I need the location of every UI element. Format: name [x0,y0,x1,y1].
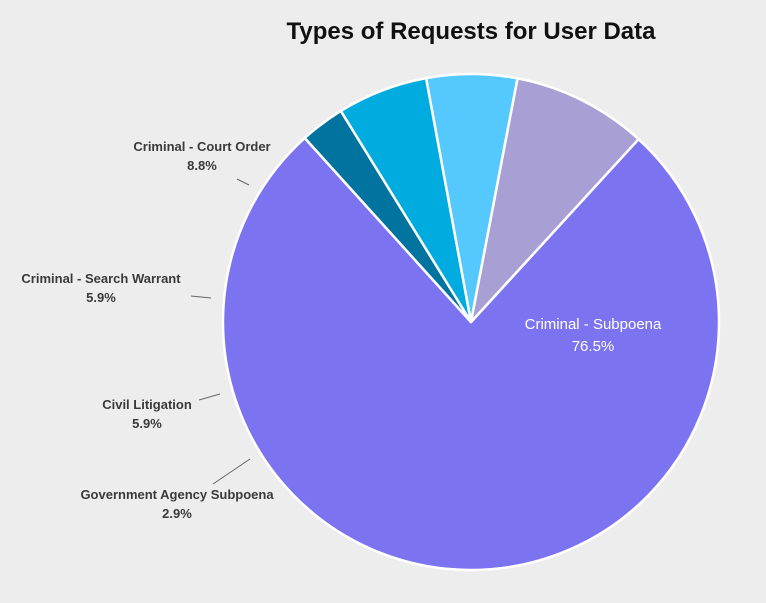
slice-name-criminal-search-warrant: Criminal - Search Warrant [21,271,181,286]
slice-name-civil-litigation: Civil Litigation [102,397,192,412]
leader-line-civil-litigation [198,393,221,401]
slice-value-civil-litigation: 5.9% [132,416,162,431]
slice-name-criminal-court-order: Criminal - Court Order [133,139,270,154]
slice-name-government-agency-subpoena: Government Agency Subpoena [80,487,274,502]
chart-title: Types of Requests for User Data [286,18,656,45]
pie-slice-criminal-subpoena [221,136,721,572]
leader-line-criminal-search-warrant [190,295,212,299]
slice-labels: Criminal - Subpoena 76.5% Government Agenc… [21,139,662,521]
slice-name-criminal-subpoena: Criminal - Subpoena [525,316,662,333]
leader-line-criminal-court-order [236,178,250,186]
leader-lines [190,178,251,485]
slice-value-criminal-search-warrant: 5.9% [86,290,116,305]
slice-label-civil-litigation: Civil Litigation 5.9% [102,397,192,431]
slice-label-criminal-subpoena: Criminal - Subpoena 76.5% [525,316,662,355]
pie-slice-criminal-court-order [469,77,640,324]
leader-line-government-agency-subpoena [212,458,251,485]
slice-value-criminal-subpoena: 76.5% [572,338,615,355]
slice-value-criminal-court-order: 8.8% [187,158,217,173]
slice-label-criminal-search-warrant: Criminal - Search Warrant 5.9% [21,271,181,305]
pie-slices [221,72,721,572]
slice-label-criminal-court-order: Criminal - Court Order 8.8% [133,139,270,173]
slice-value-government-agency-subpoena: 2.9% [162,506,192,521]
slice-label-government-agency-subpoena: Government Agency Subpoena 2.9% [80,487,274,521]
